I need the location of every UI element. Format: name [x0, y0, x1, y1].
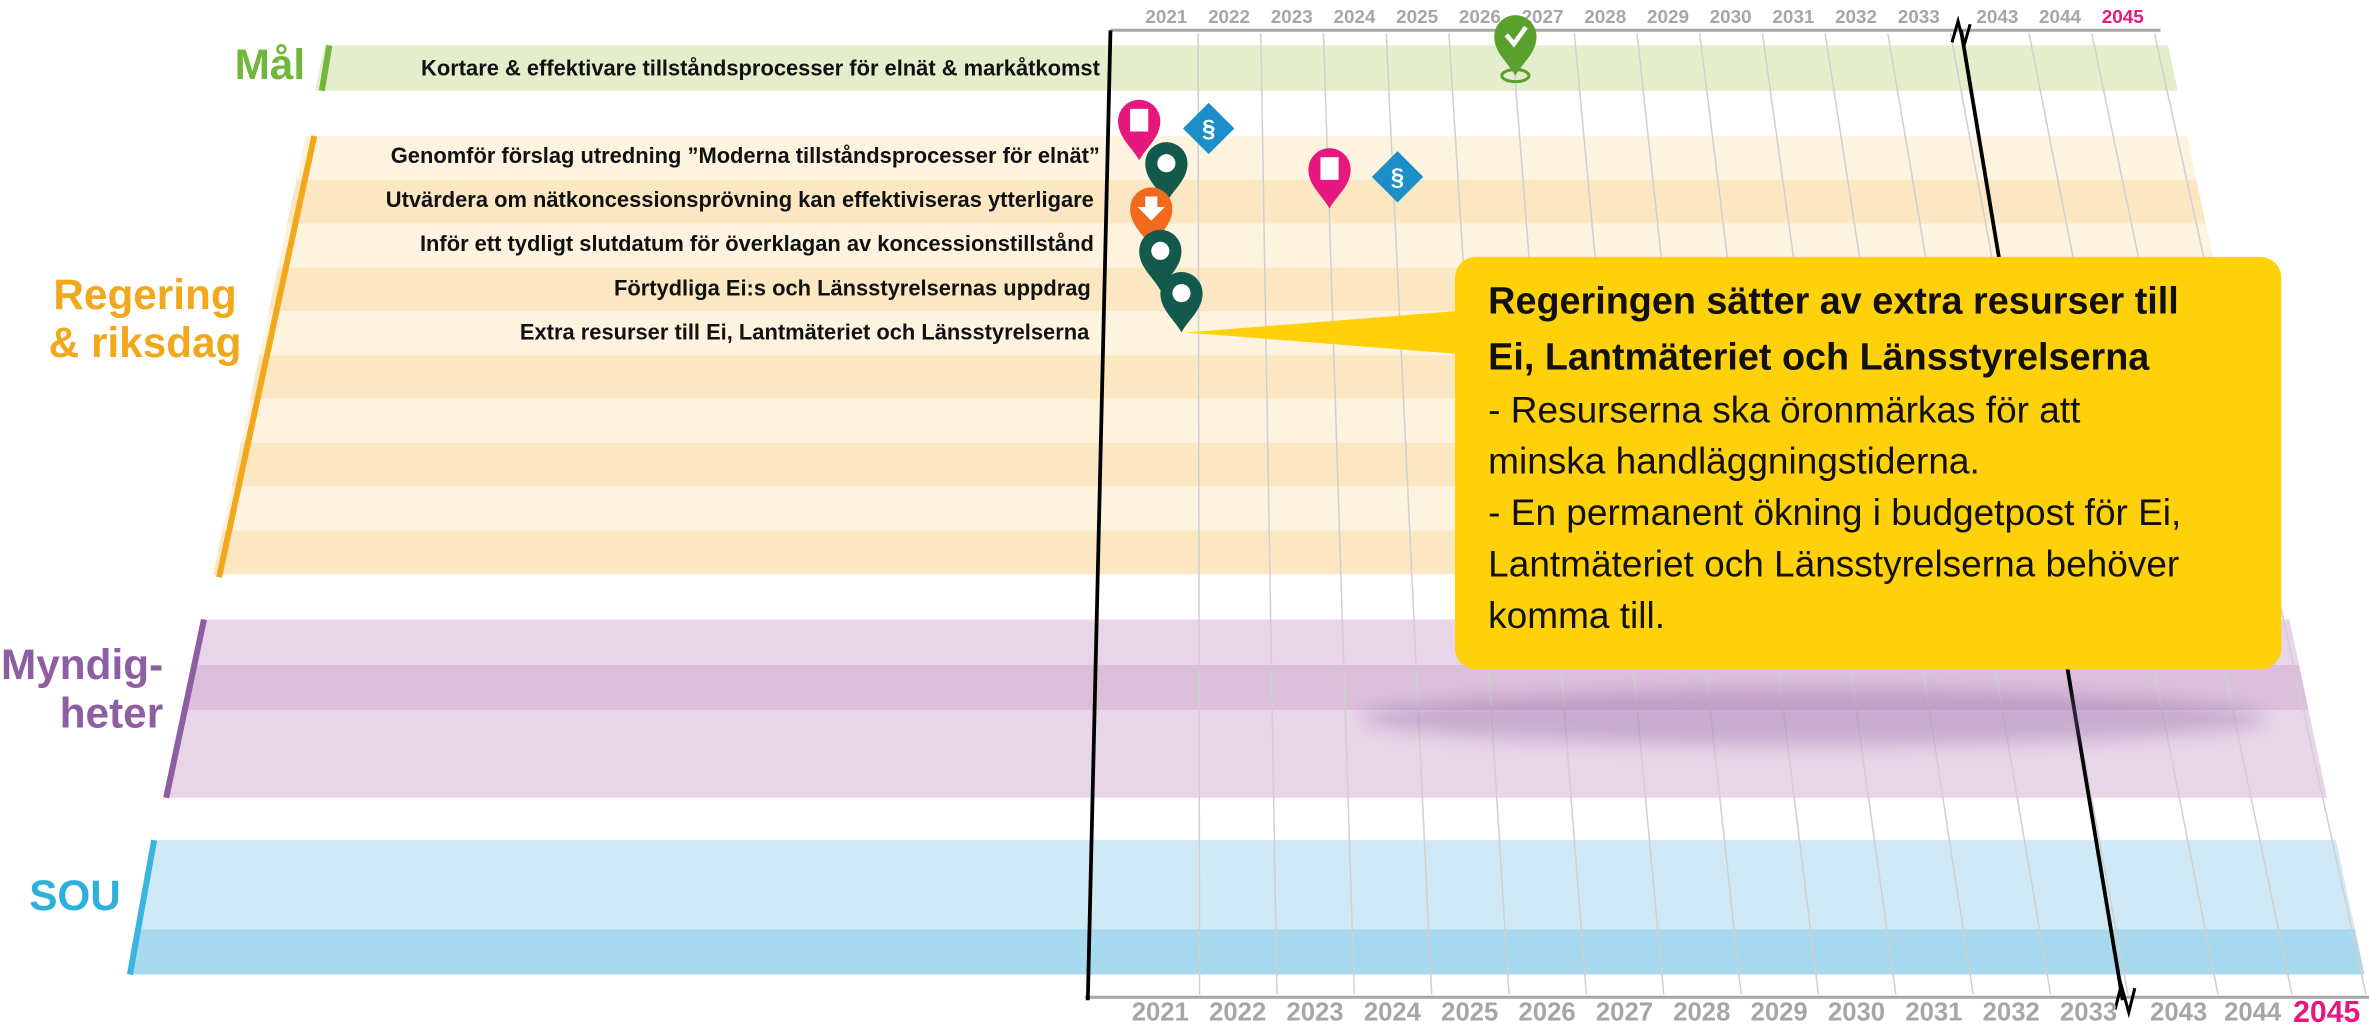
- year-label: 2031: [1905, 999, 1962, 1026]
- document-marker: [1308, 148, 1351, 209]
- band: [315, 45, 2178, 91]
- document-marker: [1118, 99, 1161, 161]
- decision-marker: [1130, 187, 1173, 248]
- year-label: 2032: [1835, 7, 1877, 28]
- year-label: 2029: [1647, 7, 1689, 28]
- item-label: Inför ett tydligt slutdatum för överklag…: [420, 231, 1094, 256]
- year-label: 2025: [1396, 7, 1438, 28]
- callout: Regeringen sätter av extra resurser till…: [1186, 256, 2282, 745]
- item-label: Extra resurser till Ei, Lantmäteriet och…: [520, 319, 1090, 344]
- year-label: 2044: [2224, 999, 2282, 1026]
- year-label: 2033: [1898, 7, 1940, 28]
- year-label: 2045: [2293, 996, 2360, 1026]
- callout-text: Lantmäteriet och Länsstyrelserna behöver: [1488, 542, 2179, 584]
- milestone-marker: [1160, 272, 1203, 333]
- goal-label: Mål: [235, 41, 306, 88]
- year-label: 2022: [1209, 999, 1266, 1026]
- section-strokes: [126, 44, 333, 976]
- milestone-marker: [1145, 142, 1188, 203]
- year-label: 2028: [1673, 999, 1730, 1026]
- year-label: 2023: [1286, 999, 1343, 1026]
- section-label: Myndig-: [1, 641, 163, 688]
- year-label: 2024: [1364, 999, 1422, 1026]
- section-label: heter: [60, 689, 163, 736]
- milestone-marker: [1139, 229, 1182, 291]
- year-label: 2022: [1208, 7, 1250, 28]
- year-label: 2021: [1132, 999, 1189, 1026]
- year-label: 2044: [2039, 7, 2081, 28]
- callout-text: - Resurserna ska öronmärkas för att: [1488, 388, 2081, 430]
- item-label: Utvärdera om nätkoncessionsprövning kan …: [386, 187, 1094, 212]
- year-label: 2026: [1519, 999, 1576, 1026]
- band: [296, 136, 2197, 180]
- law-marker: §: [1371, 151, 1424, 203]
- goal-marker: [1494, 15, 1537, 84]
- item-label: Genomför förslag utredning ”Moderna till…: [391, 143, 1100, 168]
- labels: Mål Kortare & effektivare tillståndsproc…: [1, 41, 1101, 919]
- year-label: 2030: [1828, 999, 1885, 1026]
- year-label: 2031: [1772, 7, 1814, 28]
- callout-title: Regeringen sätter av extra resurser till: [1488, 281, 2179, 323]
- year-label: 2026: [1459, 7, 1501, 28]
- section-label: SOU: [29, 872, 121, 919]
- year-label: 2027: [1522, 7, 1564, 28]
- year-label: 2025: [1441, 999, 1498, 1026]
- band: [128, 929, 2365, 975]
- year-label: 2027: [1596, 999, 1653, 1026]
- year-label: 2032: [1983, 999, 2040, 1026]
- year-label: 2043: [2150, 999, 2207, 1026]
- svg-text:§: §: [1202, 115, 1215, 142]
- band: [138, 840, 2355, 930]
- year-label: 2024: [1333, 7, 1375, 28]
- year-label: 2030: [1710, 7, 1752, 28]
- svg-text:§: §: [1391, 164, 1404, 191]
- grid-line: [1260, 33, 1278, 995]
- year-label: 2029: [1751, 999, 1808, 1026]
- grid-line: [1197, 33, 1201, 995]
- year-label: 2045: [2102, 7, 2144, 28]
- section-label: Regering: [53, 271, 236, 318]
- callout-title: Ei, Lantmäteriet och Länsstyrelserna: [1488, 337, 2150, 379]
- year-label: 2028: [1584, 7, 1626, 28]
- goal-text: Kortare & effektivare tillståndsprocesse…: [421, 55, 1101, 80]
- callout-text: - En permanent ökning i budgetpost för E…: [1488, 491, 2181, 533]
- section-label: & riksdag: [49, 319, 242, 366]
- band: [277, 223, 2216, 268]
- axes: 2021 2021 2022 2022 2023 2023 2024 2024 2025 2025…: [1084, 7, 2369, 1026]
- callout-text: minska handläggningstiderna.: [1488, 440, 1980, 482]
- year-label: 2043: [1976, 7, 2018, 28]
- band: [287, 179, 2206, 224]
- callout-text: komma till.: [1488, 594, 1665, 636]
- year-label: 2033: [2060, 999, 2117, 1026]
- year-label: 2021: [1145, 7, 1187, 28]
- item-label: Förtydliga Ei:s och Länsstyrelsernas upp…: [614, 275, 1091, 300]
- year-label: 2023: [1271, 7, 1313, 28]
